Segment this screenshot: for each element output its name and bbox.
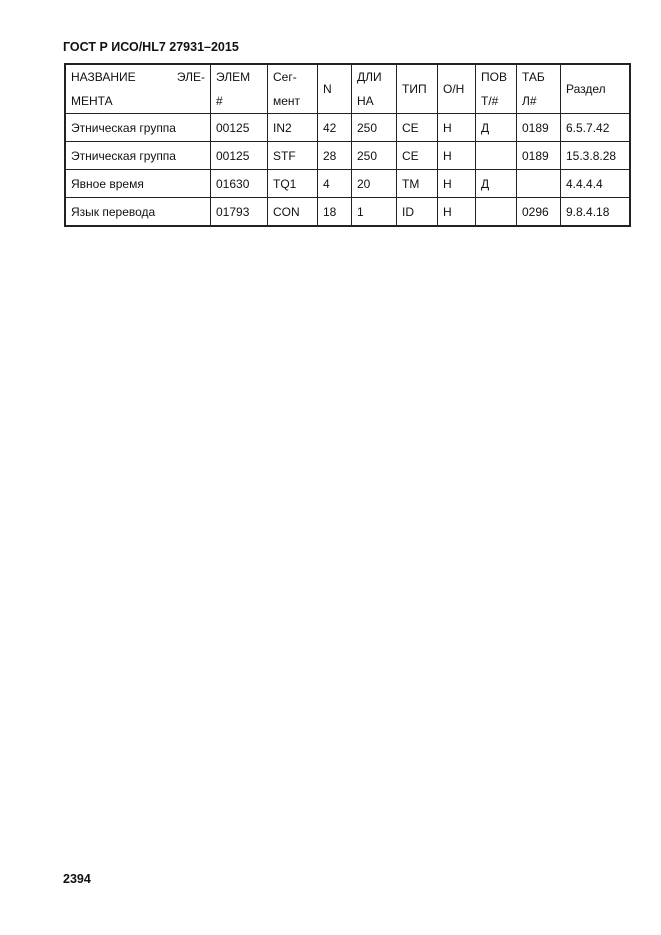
table-cell: CON: [267, 197, 318, 227]
column-header-n: N: [317, 63, 352, 114]
table-cell: Язык перевода: [64, 197, 211, 227]
column-header-name: НАЗВАНИЕ ЭЛЕ- МЕНТА: [64, 63, 211, 114]
table-cell: Н: [437, 197, 476, 227]
table-cell: 250: [351, 141, 397, 170]
page-number: 2394: [63, 872, 91, 886]
table-cell: 18: [317, 197, 352, 227]
table-cell: 0189: [516, 113, 561, 142]
header-text: Т/#: [481, 94, 499, 108]
table-row: Явное время 01630 TQ1 4 20 TM Н Д 4.4.4.4: [64, 169, 631, 198]
table-cell: 01630: [210, 169, 268, 198]
table-cell: Н: [437, 169, 476, 198]
table-cell: 00125: [210, 141, 268, 170]
table-cell: 0296: [516, 197, 561, 227]
header-text: ДЛИ: [357, 70, 382, 84]
table-cell: TQ1: [267, 169, 318, 198]
header-text: #: [216, 94, 223, 108]
table-cell: CE: [396, 141, 438, 170]
table-cell: 1: [351, 197, 397, 227]
table-cell: 250: [351, 113, 397, 142]
table-cell: 00125: [210, 113, 268, 142]
table-cell: 4: [317, 169, 352, 198]
table-cell: 42: [317, 113, 352, 142]
header-text: Сег-: [273, 70, 297, 84]
header-text: мент: [273, 94, 301, 108]
table-cell: [516, 169, 561, 198]
column-header-element: ЭЛЕМ #: [210, 63, 268, 114]
column-header-section: Раздел: [560, 63, 631, 114]
header-text: МЕНТА: [71, 94, 113, 108]
table-cell: STF: [267, 141, 318, 170]
table-cell: Этническая группа: [64, 113, 211, 142]
header-text: НАЗВАНИЕ: [71, 70, 136, 84]
table-row: Язык перевода 01793 CON 18 1 ID Н 0296 9.8.4.18: [64, 197, 631, 227]
table-cell: ID: [396, 197, 438, 227]
column-header-type: ТИП: [396, 63, 438, 114]
column-header-optionality: О/Н: [437, 63, 476, 114]
table-cell: 4.4.4.4: [560, 169, 631, 198]
header-text: ЭЛЕ-: [176, 70, 205, 84]
table-cell: [475, 197, 517, 227]
column-header-repeat: ПОВ Т/#: [475, 63, 517, 114]
elements-table: НАЗВАНИЕ ЭЛЕ- МЕНТА ЭЛЕМ # Сег-мент N ДЛИ НА…: [64, 63, 631, 227]
header-text: N: [323, 82, 332, 96]
table-cell: Н: [437, 141, 476, 170]
header-text: ЭЛЕМ: [216, 70, 251, 84]
table-cell: 9.8.4.18: [560, 197, 631, 227]
header-text: ТИП: [402, 82, 427, 96]
header-text: О/Н: [443, 82, 465, 96]
table-cell: CE: [396, 113, 438, 142]
table-cell: IN2: [267, 113, 318, 142]
header-text: Л#: [522, 94, 537, 108]
header-text: НА: [357, 94, 374, 108]
table-cell: 6.5.7.42: [560, 113, 631, 142]
header-text: ПОВ: [481, 70, 507, 84]
table-row: Этническая группа 00125 STF 28 250 CE Н 0189 15.…: [64, 141, 631, 170]
column-header-length: ДЛИ НА: [351, 63, 397, 114]
table-cell: 28: [317, 141, 352, 170]
column-header-table: ТАБ Л#: [516, 63, 561, 114]
header-text: ТАБ: [522, 70, 545, 84]
table-header-row: НАЗВАНИЕ ЭЛЕ- МЕНТА ЭЛЕМ # Сег-мент N ДЛИ НА…: [64, 63, 631, 114]
table-cell: 20: [351, 169, 397, 198]
table-cell: Д: [475, 169, 517, 198]
header-text: Раздел: [566, 82, 606, 96]
table-cell: 15.3.8.28: [560, 141, 631, 170]
document-header: ГОСТ Р ИСО/HL7 27931–2015: [63, 40, 239, 54]
table-row: Этническая группа 00125 IN2 42 250 CE Н Д 0189 6.…: [64, 113, 631, 142]
table-cell: 0189: [516, 141, 561, 170]
column-header-segment: Сег-мент: [267, 63, 318, 114]
table-cell: Н: [437, 113, 476, 142]
table-cell: Явное время: [64, 169, 211, 198]
table-cell: Д: [475, 113, 517, 142]
table-cell: [475, 141, 517, 170]
table-cell: Этническая группа: [64, 141, 211, 170]
table-cell: 01793: [210, 197, 268, 227]
table-cell: TM: [396, 169, 438, 198]
